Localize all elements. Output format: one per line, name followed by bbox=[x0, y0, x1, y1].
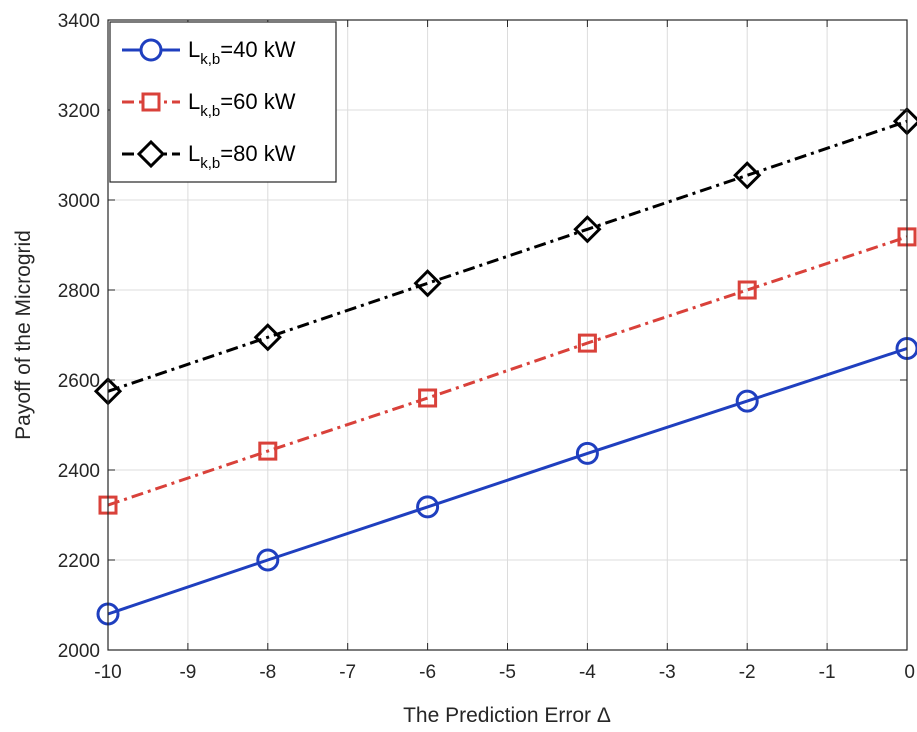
ticks: -10 -9 -8 -7 -6 -5 -4 -3 -2 -1 0200022002400260028… bbox=[58, 11, 915, 683]
data-point bbox=[256, 548, 280, 572]
legend-marker bbox=[136, 139, 166, 169]
legend-label-subscript: k,b bbox=[200, 103, 220, 120]
data-point bbox=[413, 269, 442, 298]
legend-marker bbox=[139, 38, 163, 62]
series-line bbox=[107, 235, 908, 507]
legend-entry-1: Lk,b=40 kW bbox=[122, 37, 296, 68]
y-tick-label: 2000 bbox=[58, 641, 100, 662]
x-tick-label: -5 bbox=[499, 662, 516, 683]
y-tick-label: 3200 bbox=[58, 101, 100, 122]
legend-label: Lk,b=80 kW bbox=[188, 141, 296, 172]
data-point bbox=[737, 280, 757, 300]
x-tick-label: -2 bbox=[739, 662, 756, 683]
legend-label-subscript: k,b bbox=[200, 155, 220, 172]
x-axis-label: The Prediction Error Δ bbox=[403, 704, 611, 727]
x-tick-label: -7 bbox=[339, 662, 356, 683]
y-tick-label: 3000 bbox=[58, 191, 100, 212]
x-tick-label: -10 bbox=[94, 662, 121, 683]
legend-entry-3: Lk,b=80 kW bbox=[122, 139, 296, 172]
series-line bbox=[107, 119, 908, 393]
data-point bbox=[418, 388, 438, 408]
data-point bbox=[253, 323, 282, 352]
x-tick-label: -3 bbox=[659, 662, 676, 683]
y-tick-label: 2600 bbox=[58, 371, 100, 392]
data-point bbox=[577, 333, 597, 353]
y-tick-label: 2400 bbox=[58, 461, 100, 482]
legend-label-suffix: =40 kW bbox=[220, 37, 295, 62]
x-tick-label: -8 bbox=[259, 662, 276, 683]
y-tick-label: 2800 bbox=[58, 281, 100, 302]
series-line bbox=[107, 347, 908, 616]
y-tick-label: 2200 bbox=[58, 551, 100, 572]
legend-entry-2: Lk,b=60 kW bbox=[122, 89, 296, 120]
legend-label-suffix: =60 kW bbox=[220, 89, 295, 114]
x-tick-label: 0 bbox=[904, 662, 915, 683]
x-tick-label: -4 bbox=[579, 662, 596, 683]
x-tick-label: -1 bbox=[819, 662, 836, 683]
data-point bbox=[735, 389, 759, 413]
legend-marker bbox=[141, 92, 161, 112]
x-tick-label: -9 bbox=[179, 662, 196, 683]
legend-label-suffix: =80 kW bbox=[220, 141, 295, 166]
data-point bbox=[258, 441, 278, 461]
y-tick-label: 3400 bbox=[58, 11, 100, 32]
x-tick-label: -6 bbox=[419, 662, 436, 683]
legend-label-subscript: k,b bbox=[200, 51, 220, 68]
legend-label-main: L bbox=[188, 89, 200, 114]
data-point bbox=[733, 161, 762, 190]
legend-label-main: L bbox=[188, 37, 200, 62]
legend-label-main: L bbox=[188, 141, 200, 166]
legend-label: Lk,b=60 kW bbox=[188, 89, 296, 120]
y-axis-label: Payoff of the Microgrid bbox=[12, 230, 35, 440]
data-point bbox=[573, 215, 602, 244]
data-point bbox=[575, 441, 599, 465]
data-point bbox=[416, 495, 440, 519]
legend-label: Lk,b=40 kW bbox=[188, 37, 296, 68]
